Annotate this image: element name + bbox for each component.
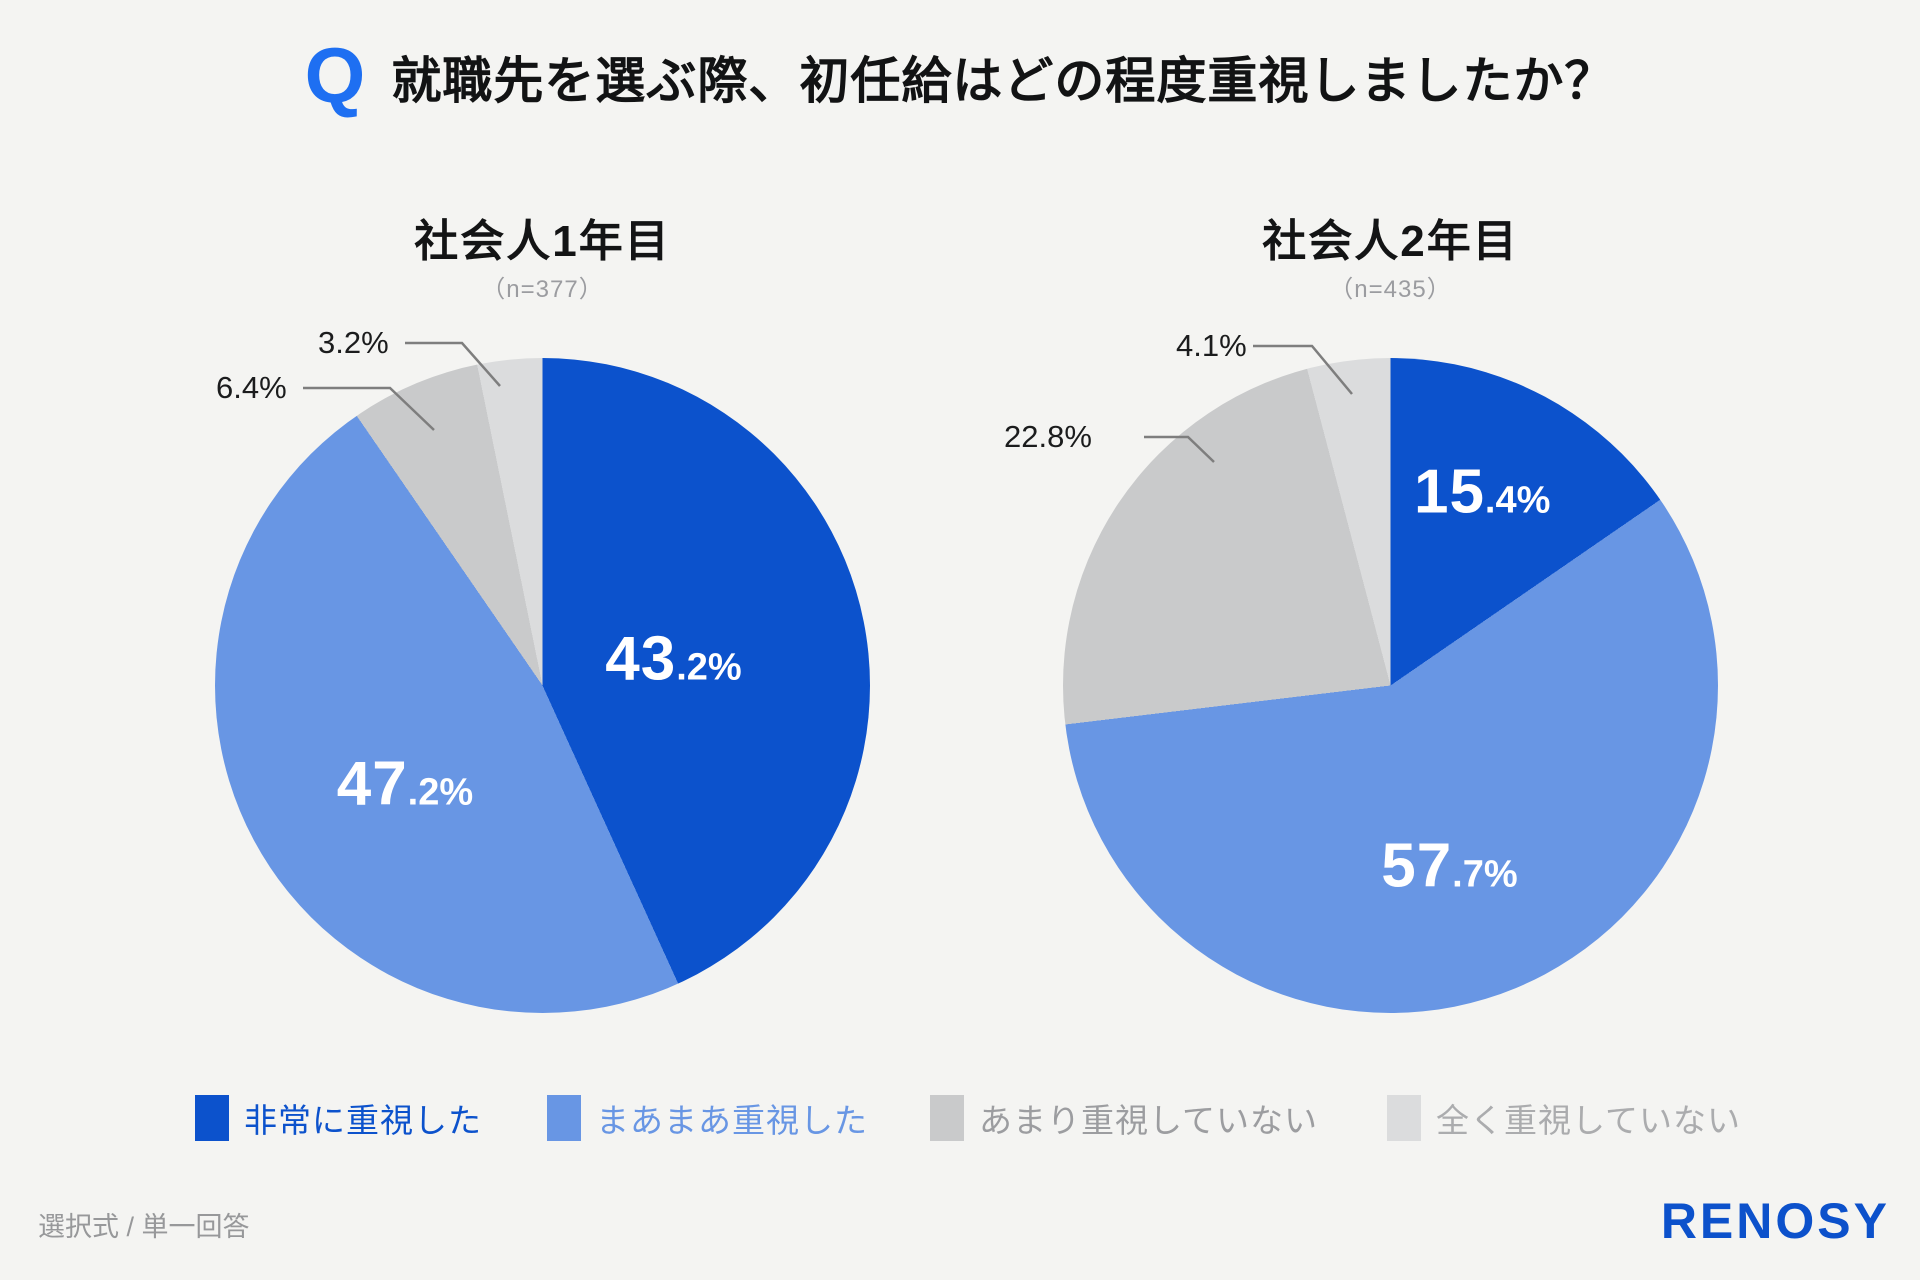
- legend-swatch-not-much: [930, 1095, 964, 1141]
- legend-item-very-important: 非常に重視した: [195, 1094, 482, 1142]
- question-header: Q 就職先を選ぶ際、初任給はどの程度重視しましたか？: [0, 31, 1920, 119]
- legend-label-very-important: 非常に重視した: [244, 1102, 482, 1139]
- legend-label-not-at-all: 全く重視していない: [1436, 1102, 1742, 1139]
- slice-label-year2-secondary: 57.7%: [1381, 830, 1517, 901]
- slice-label-year2-primary: 15.4%: [1414, 457, 1550, 528]
- page-title: 就職先を選ぶ際、初任給はどの程度重視しましたか？: [391, 53, 1616, 109]
- legend-label-somewhat-important: まあまあ重視した: [596, 1102, 868, 1139]
- slice-value-frac: .2%: [676, 646, 742, 689]
- legend-item-not-at-all: 全く重視していない: [1387, 1094, 1741, 1142]
- slice-label-year1-secondary: 47.2%: [337, 748, 473, 819]
- sample-size-year2: （n=435）: [1329, 276, 1452, 303]
- pie-chart-year2: 15.4% 57.7%: [1063, 358, 1718, 1013]
- slice-value-frac: .7%: [1452, 853, 1518, 896]
- legend-label-not-much: あまり重視していない: [979, 1102, 1319, 1139]
- callout-label-year2-little: 22.8%: [1004, 419, 1092, 454]
- pie-chart-year1: 43.2% 47.2%: [215, 358, 870, 1013]
- slice-value-frac: .4%: [1484, 479, 1551, 522]
- slice-value-int: 15: [1413, 457, 1485, 527]
- sample-size-year1: （n=377）: [481, 276, 604, 303]
- chart-title-year2: 社会人2年目: [1262, 217, 1519, 266]
- brand-logo: RENOSY: [1660, 1193, 1890, 1249]
- slice-value-int: 57: [1381, 831, 1453, 901]
- legend-swatch-very-important: [195, 1095, 229, 1141]
- legend-swatch-not-at-all: [1387, 1095, 1421, 1141]
- legend-item-not-much: あまり重視していない: [930, 1094, 1318, 1142]
- legend-swatch-somewhat-important: [547, 1095, 581, 1141]
- slice-value-int: 43: [605, 624, 677, 694]
- chart-title-year1: 社会人1年目: [414, 217, 671, 266]
- callout-label-year1-little: 6.4%: [216, 370, 287, 405]
- slice-value-frac: .2%: [407, 771, 474, 814]
- q-icon: Q: [304, 31, 366, 119]
- callout-label-year1-none: 3.2%: [318, 325, 389, 360]
- survey-type-note: 選択式 / 単一回答: [38, 1212, 250, 1242]
- slice-value-int: 47: [336, 749, 408, 819]
- legend-item-somewhat-important: まあまあ重視した: [547, 1094, 868, 1142]
- callout-label-year2-none: 4.1%: [1176, 328, 1247, 363]
- slice-label-year1-primary: 43.2%: [605, 624, 741, 695]
